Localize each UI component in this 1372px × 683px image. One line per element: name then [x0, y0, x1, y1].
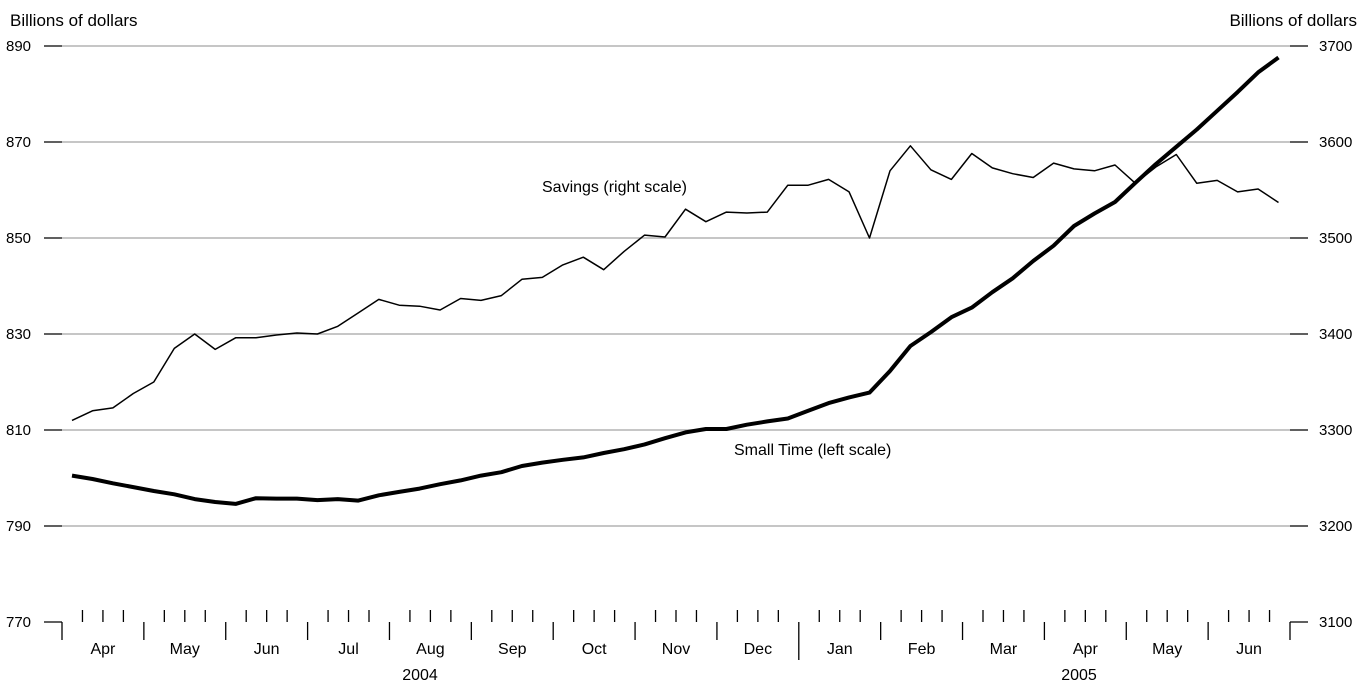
series-line-smalltime — [71, 55, 1280, 506]
month-label: Mar — [990, 641, 1018, 658]
left-y-tick-label: 810 — [6, 422, 31, 439]
left-y-tick-label: 870 — [6, 134, 31, 151]
series-line-savings — [71, 145, 1279, 422]
month-label: Jun — [254, 641, 280, 658]
month-label: Jun — [1236, 641, 1262, 658]
left-y-tick-label: 790 — [6, 518, 31, 535]
year-label-2004: 2004 — [402, 667, 438, 683]
month-label: May — [1152, 641, 1182, 658]
left-y-tick-label: 770 — [6, 614, 31, 631]
right-axis-unit-label: Billions of dollars — [1229, 11, 1357, 30]
right-y-tick-label: 3400 — [1319, 326, 1352, 343]
left-y-tick-label: 850 — [6, 230, 31, 247]
month-label: Apr — [90, 641, 116, 658]
left-y-tick-label: 890 — [6, 38, 31, 55]
month-label: Sep — [498, 641, 527, 658]
left-y-tick-label: 830 — [6, 326, 31, 343]
month-label: Feb — [908, 641, 936, 658]
right-y-tick-label: 3300 — [1319, 422, 1352, 439]
right-y-tick-label: 3500 — [1319, 230, 1352, 247]
left-axis-unit-label: Billions of dollars — [10, 11, 138, 30]
month-label: Jan — [827, 641, 853, 658]
axes: 770 790 810 830 850 870 890 3100 3200 3300 3400 350… — [6, 38, 1352, 631]
month-label: Aug — [416, 641, 444, 658]
month-label: May — [170, 641, 200, 658]
x-axis: Apr May Jun Jul Aug Sep Oct Nov Dec Jan Feb Mar Apr M… — [61, 610, 1291, 660]
smalltime-annotation: Small Time (left scale) — [734, 442, 891, 459]
gridlines — [62, 45, 1290, 527]
right-y-tick-label: 3700 — [1319, 38, 1352, 55]
month-label: Oct — [582, 641, 607, 658]
month-label: Nov — [662, 641, 690, 658]
right-y-tick-label: 3200 — [1319, 518, 1352, 535]
month-label: Apr — [1073, 641, 1099, 658]
series — [71, 55, 1280, 506]
year-label-2005: 2005 — [1061, 667, 1097, 683]
month-label: Dec — [744, 641, 772, 658]
savings-annotation: Savings (right scale) — [542, 179, 687, 196]
right-y-tick-label: 3100 — [1319, 614, 1352, 631]
month-label: Jul — [338, 641, 358, 658]
right-y-tick-label: 3600 — [1319, 134, 1352, 151]
